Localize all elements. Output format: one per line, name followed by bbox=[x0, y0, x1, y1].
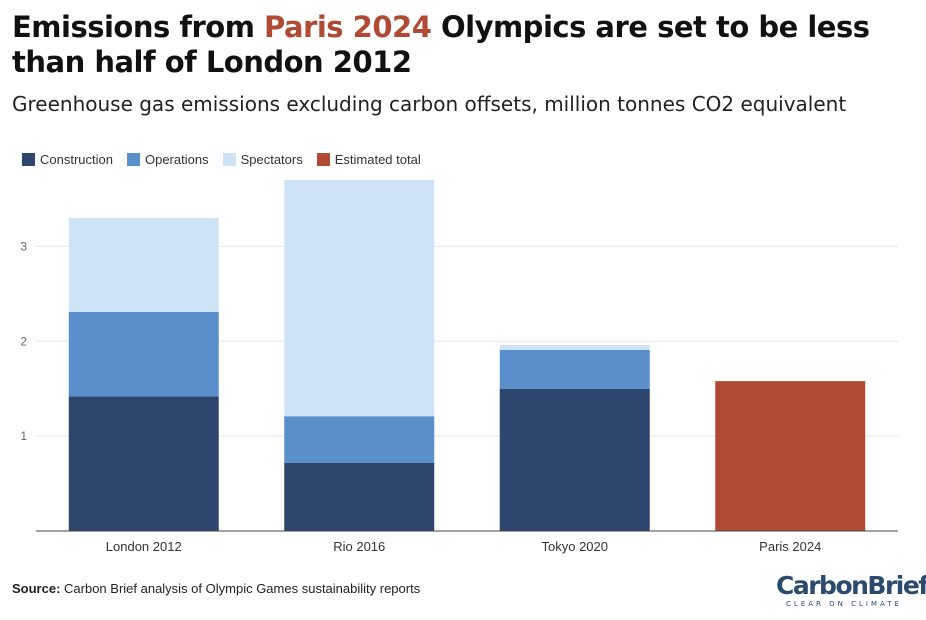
y-tick-label-2: 2 bbox=[20, 334, 27, 348]
chart-title: Emissions from Paris 2024 Olympics are s… bbox=[12, 10, 912, 80]
legend-label-construction: Construction bbox=[40, 152, 113, 167]
legend-item-operations: Operations bbox=[126, 152, 209, 167]
bar-paris-2024-estimated-total bbox=[715, 381, 866, 531]
legend-swatch-operations bbox=[126, 153, 140, 166]
source-label: Source: bbox=[12, 581, 61, 596]
bar-tokyo-2020-spectators bbox=[499, 345, 650, 350]
stacked-bar-chart: 1 2 3 London 2012 Rio 2016 Tokyo 2020 Paris 20… bbox=[20, 180, 898, 554]
x-tick-label-rio-2016: Rio 2016 bbox=[333, 539, 385, 554]
bar-london-2012-operations bbox=[68, 311, 219, 397]
bar-rio-2016-operations bbox=[284, 416, 435, 463]
bar-rio-2016-spectators bbox=[284, 180, 435, 417]
bar-tokyo-2020-operations bbox=[499, 349, 650, 389]
title-part-2: Olympics are set to be less than half of… bbox=[12, 10, 870, 79]
x-tick-label-london-2012: London 2012 bbox=[106, 539, 182, 554]
source-note: Source: Carbon Brief analysis of Olympic… bbox=[12, 581, 420, 596]
bar-london-2012-construction bbox=[68, 396, 219, 531]
bar-rio-2016-construction bbox=[284, 462, 435, 531]
bar-tokyo-2020-construction bbox=[499, 388, 650, 531]
legend-label-spectators: Spectators bbox=[240, 152, 303, 167]
source-text: Carbon Brief analysis of Olympic Games s… bbox=[60, 581, 421, 596]
x-tick-label-tokyo-2020: Tokyo 2020 bbox=[542, 539, 609, 554]
legend-item-estimated-total: Estimated total bbox=[316, 152, 421, 167]
y-tick-label-3: 3 bbox=[20, 239, 27, 253]
title-part-1: Emissions from bbox=[12, 10, 265, 44]
logo-wordmark: CarbonBrief bbox=[776, 571, 926, 600]
legend-item-construction: Construction bbox=[22, 152, 113, 167]
legend-swatch-construction bbox=[22, 153, 35, 166]
legend-item-spectators: Spectators bbox=[222, 152, 303, 167]
title-highlight: Paris 2024 bbox=[264, 10, 432, 44]
legend-label-estimated-total: Estimated total bbox=[334, 152, 421, 167]
y-tick-label-1: 1 bbox=[20, 429, 27, 443]
x-tick-label-paris-2024: Paris 2024 bbox=[759, 539, 821, 554]
carbonbrief-logo: CarbonBrief CLEAR ON CLIMATE bbox=[776, 571, 926, 609]
legend-swatch-spectators bbox=[222, 153, 236, 166]
chart-legend: Construction Operations Spectators Estim… bbox=[22, 152, 435, 167]
logo-tagline: CLEAR ON CLIMATE bbox=[786, 600, 902, 608]
chart-subtitle: Greenhouse gas emissions excluding carbo… bbox=[12, 92, 847, 116]
legend-swatch-estimated-total bbox=[316, 153, 330, 166]
bar-london-2012-spectators bbox=[68, 217, 219, 312]
legend-label-operations: Operations bbox=[144, 152, 209, 167]
